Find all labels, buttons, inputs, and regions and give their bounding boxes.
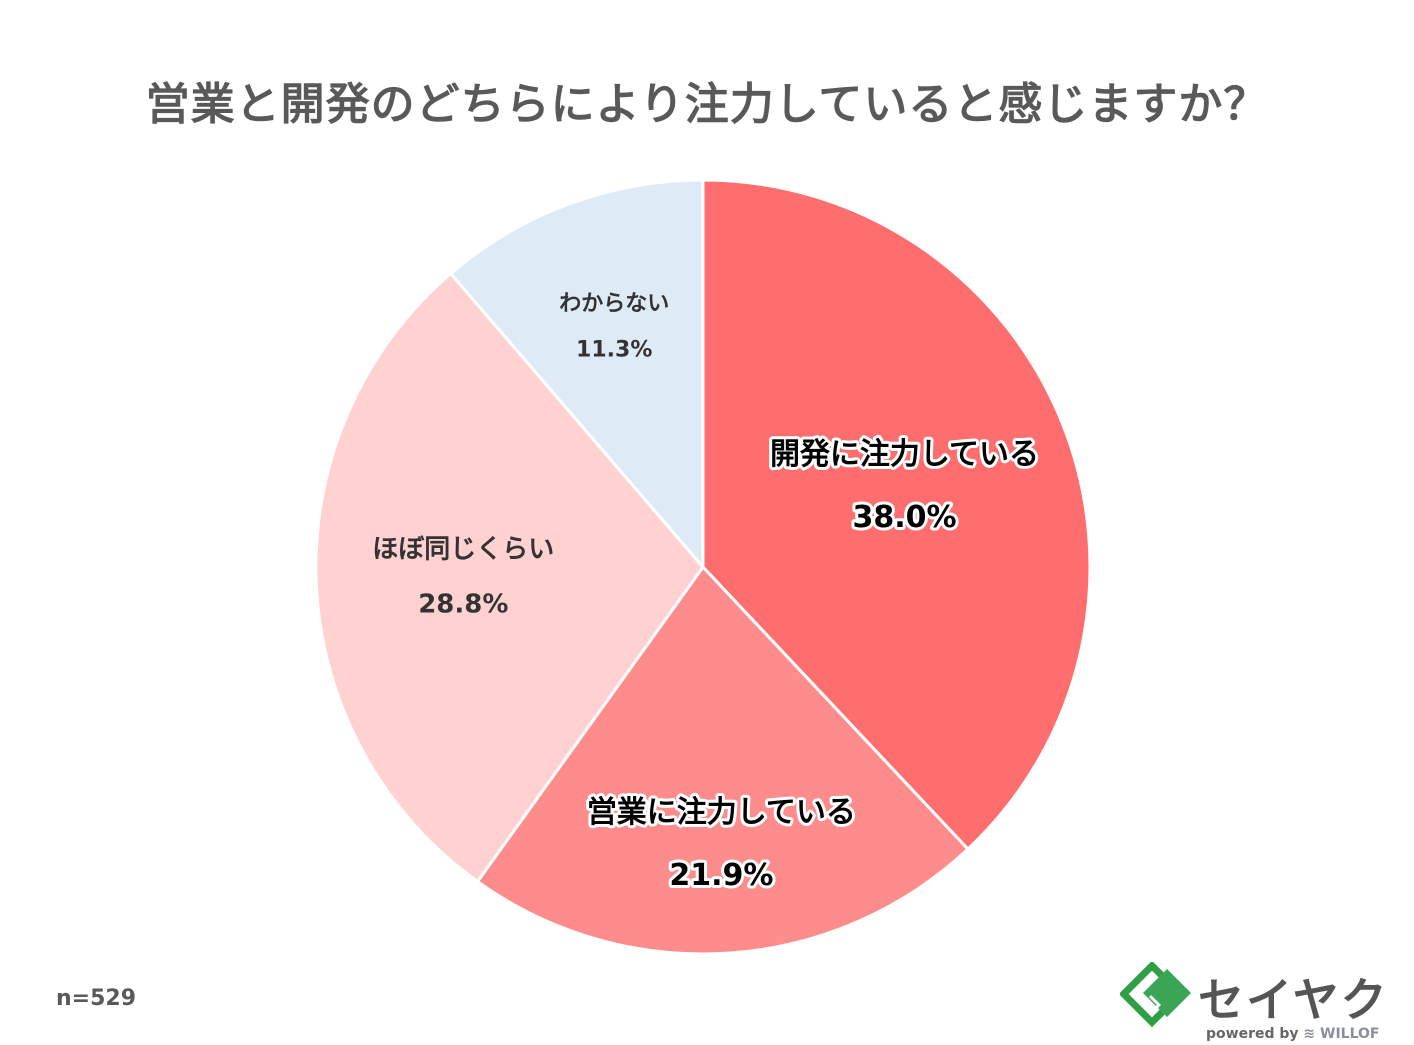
pie-slice [314, 271, 705, 884]
sub-brand: WILLOF [1320, 1026, 1380, 1042]
powered-by-label: powered by [1206, 1026, 1299, 1042]
chart-title: 営業と開発のどちらにより注力していると感じますか？ [145, 79, 1269, 130]
brand-name: セイヤク [1198, 973, 1389, 1027]
pie-slice [701, 178, 1092, 852]
slice-label: 開発に注力している [770, 437, 1039, 472]
pie-slice [475, 564, 971, 956]
powered-by-text: powered by ≋ WILLOF [1206, 1026, 1379, 1042]
slice-value-label: 21.9% [669, 858, 773, 893]
slice-value-label: 11.3% [576, 338, 652, 363]
brand-logo: セイヤク powered by ≋ WILLOF [1120, 962, 1390, 1042]
sample-size: n=529 [56, 986, 137, 1011]
slice-label: わからない [559, 291, 669, 316]
slice-value-label: 28.8% [418, 589, 508, 619]
willof-lines-icon: ≋ [1303, 1026, 1316, 1042]
slice-label: 営業に注力している [587, 795, 856, 830]
slice-label: ほぼ同じくらい [372, 535, 554, 565]
pie-slice [448, 178, 705, 572]
handshake-diamond-icon [1120, 962, 1192, 1028]
slice-value-label: 38.0% [852, 500, 956, 535]
